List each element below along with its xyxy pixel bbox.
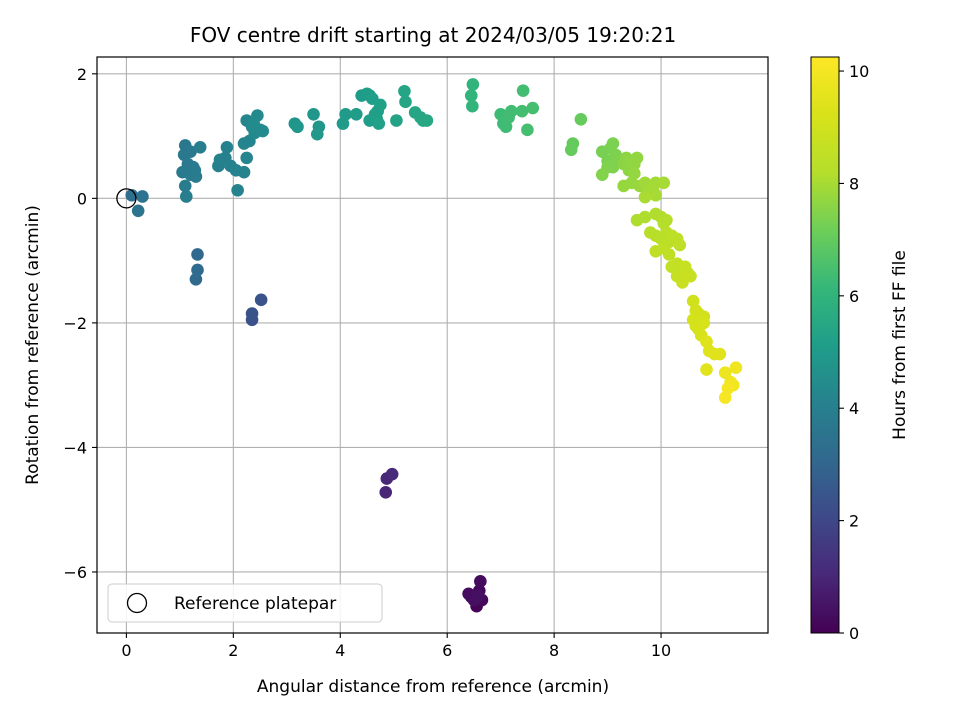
data-point <box>125 188 139 202</box>
data-point <box>245 307 259 320</box>
colorbar-tick-label: 2 <box>849 512 859 531</box>
x-axis-ticks: 0 2 4 6 8 10 <box>121 633 671 660</box>
y-tick-label: 0 <box>77 189 87 208</box>
y-tick-label: 2 <box>77 65 87 84</box>
chart-title: FOV centre drift starting at 2024/03/05 … <box>190 23 676 47</box>
data-point <box>254 293 268 307</box>
data-point <box>379 485 393 499</box>
colorbar <box>810 56 840 634</box>
data-point <box>231 183 244 197</box>
data-point <box>574 112 588 126</box>
y-axis-ticks: −6 −4 −2 0 2 <box>63 65 97 582</box>
data-point <box>521 123 534 137</box>
data-points <box>125 78 743 613</box>
data-point <box>178 179 192 193</box>
data-point <box>673 238 687 252</box>
colorbar-label: Hours from first FF file <box>890 250 910 440</box>
data-point <box>398 84 411 98</box>
colorbar-tick-label: 4 <box>849 399 859 418</box>
data-point <box>136 190 149 203</box>
colorbar-tick-label: 0 <box>849 624 859 643</box>
data-point <box>638 190 652 204</box>
data-point <box>237 165 251 179</box>
data-point <box>516 84 530 97</box>
data-point <box>630 151 644 165</box>
data-point <box>595 168 609 181</box>
data-point <box>617 179 630 193</box>
data-point <box>657 176 671 190</box>
colorbar-tick-label: 8 <box>849 174 859 193</box>
data-point <box>474 575 487 588</box>
legend-entry-label: Reference platepar <box>174 594 336 614</box>
y-axis-label: Rotation from reference (arcmin) <box>23 205 43 485</box>
data-point <box>350 107 363 121</box>
data-point <box>471 589 485 602</box>
data-point <box>676 276 689 289</box>
y-tick-label: −4 <box>63 438 87 457</box>
data-point <box>247 117 260 130</box>
data-point <box>193 140 207 154</box>
x-tick-label: 2 <box>228 641 238 660</box>
data-point <box>464 89 478 102</box>
y-tick-label: −2 <box>63 314 87 333</box>
data-point <box>466 99 479 113</box>
colorbar-tick-label: 10 <box>849 62 869 81</box>
colorbar-tick-label: 6 <box>849 287 859 306</box>
data-point <box>131 204 145 218</box>
data-point <box>179 190 193 203</box>
data-point <box>662 248 676 261</box>
data-point <box>660 213 673 227</box>
data-point <box>718 391 732 404</box>
data-point <box>638 210 652 224</box>
x-tick-label: 4 <box>335 641 345 660</box>
data-point <box>526 101 540 115</box>
reference-layer <box>116 188 137 209</box>
data-point <box>339 107 352 121</box>
data-point <box>307 107 320 121</box>
data-point <box>184 145 197 158</box>
data-point <box>385 467 399 481</box>
data-point <box>256 124 270 138</box>
data-point <box>372 117 386 130</box>
data-point <box>390 114 403 127</box>
data-point <box>466 78 480 91</box>
data-point <box>606 137 620 150</box>
data-point <box>310 127 324 141</box>
data-point <box>515 104 529 118</box>
x-tick-label: 0 <box>121 641 131 660</box>
x-tick-label: 6 <box>442 641 452 660</box>
x-tick-label: 8 <box>549 641 559 660</box>
data-point <box>505 104 518 118</box>
data-point <box>374 98 387 112</box>
data-point <box>729 361 743 375</box>
data-point <box>649 188 663 202</box>
data-point <box>220 140 234 154</box>
data-point <box>189 273 203 286</box>
legend: Reference platepar <box>107 583 383 623</box>
legend-box <box>107 583 383 623</box>
legend-marker <box>126 592 148 614</box>
data-point <box>191 263 204 277</box>
plot-frame <box>96 56 769 634</box>
data-point <box>420 114 434 127</box>
data-point <box>713 347 727 361</box>
data-point <box>240 151 254 165</box>
x-tick-label: 10 <box>651 641 671 660</box>
colorbar-ticks: 0 2 4 6 8 10 <box>839 62 869 643</box>
y-tick-label: −6 <box>63 563 87 582</box>
data-point <box>700 363 713 376</box>
data-point <box>399 95 412 109</box>
data-point <box>191 248 204 261</box>
data-point <box>188 164 202 177</box>
data-point <box>718 366 732 380</box>
data-point <box>697 316 711 330</box>
x-axis-label: Angular distance from reference (arcmin) <box>257 677 609 697</box>
data-point <box>291 120 304 134</box>
reference-platepar-marker <box>116 188 137 209</box>
data-point <box>564 143 578 157</box>
